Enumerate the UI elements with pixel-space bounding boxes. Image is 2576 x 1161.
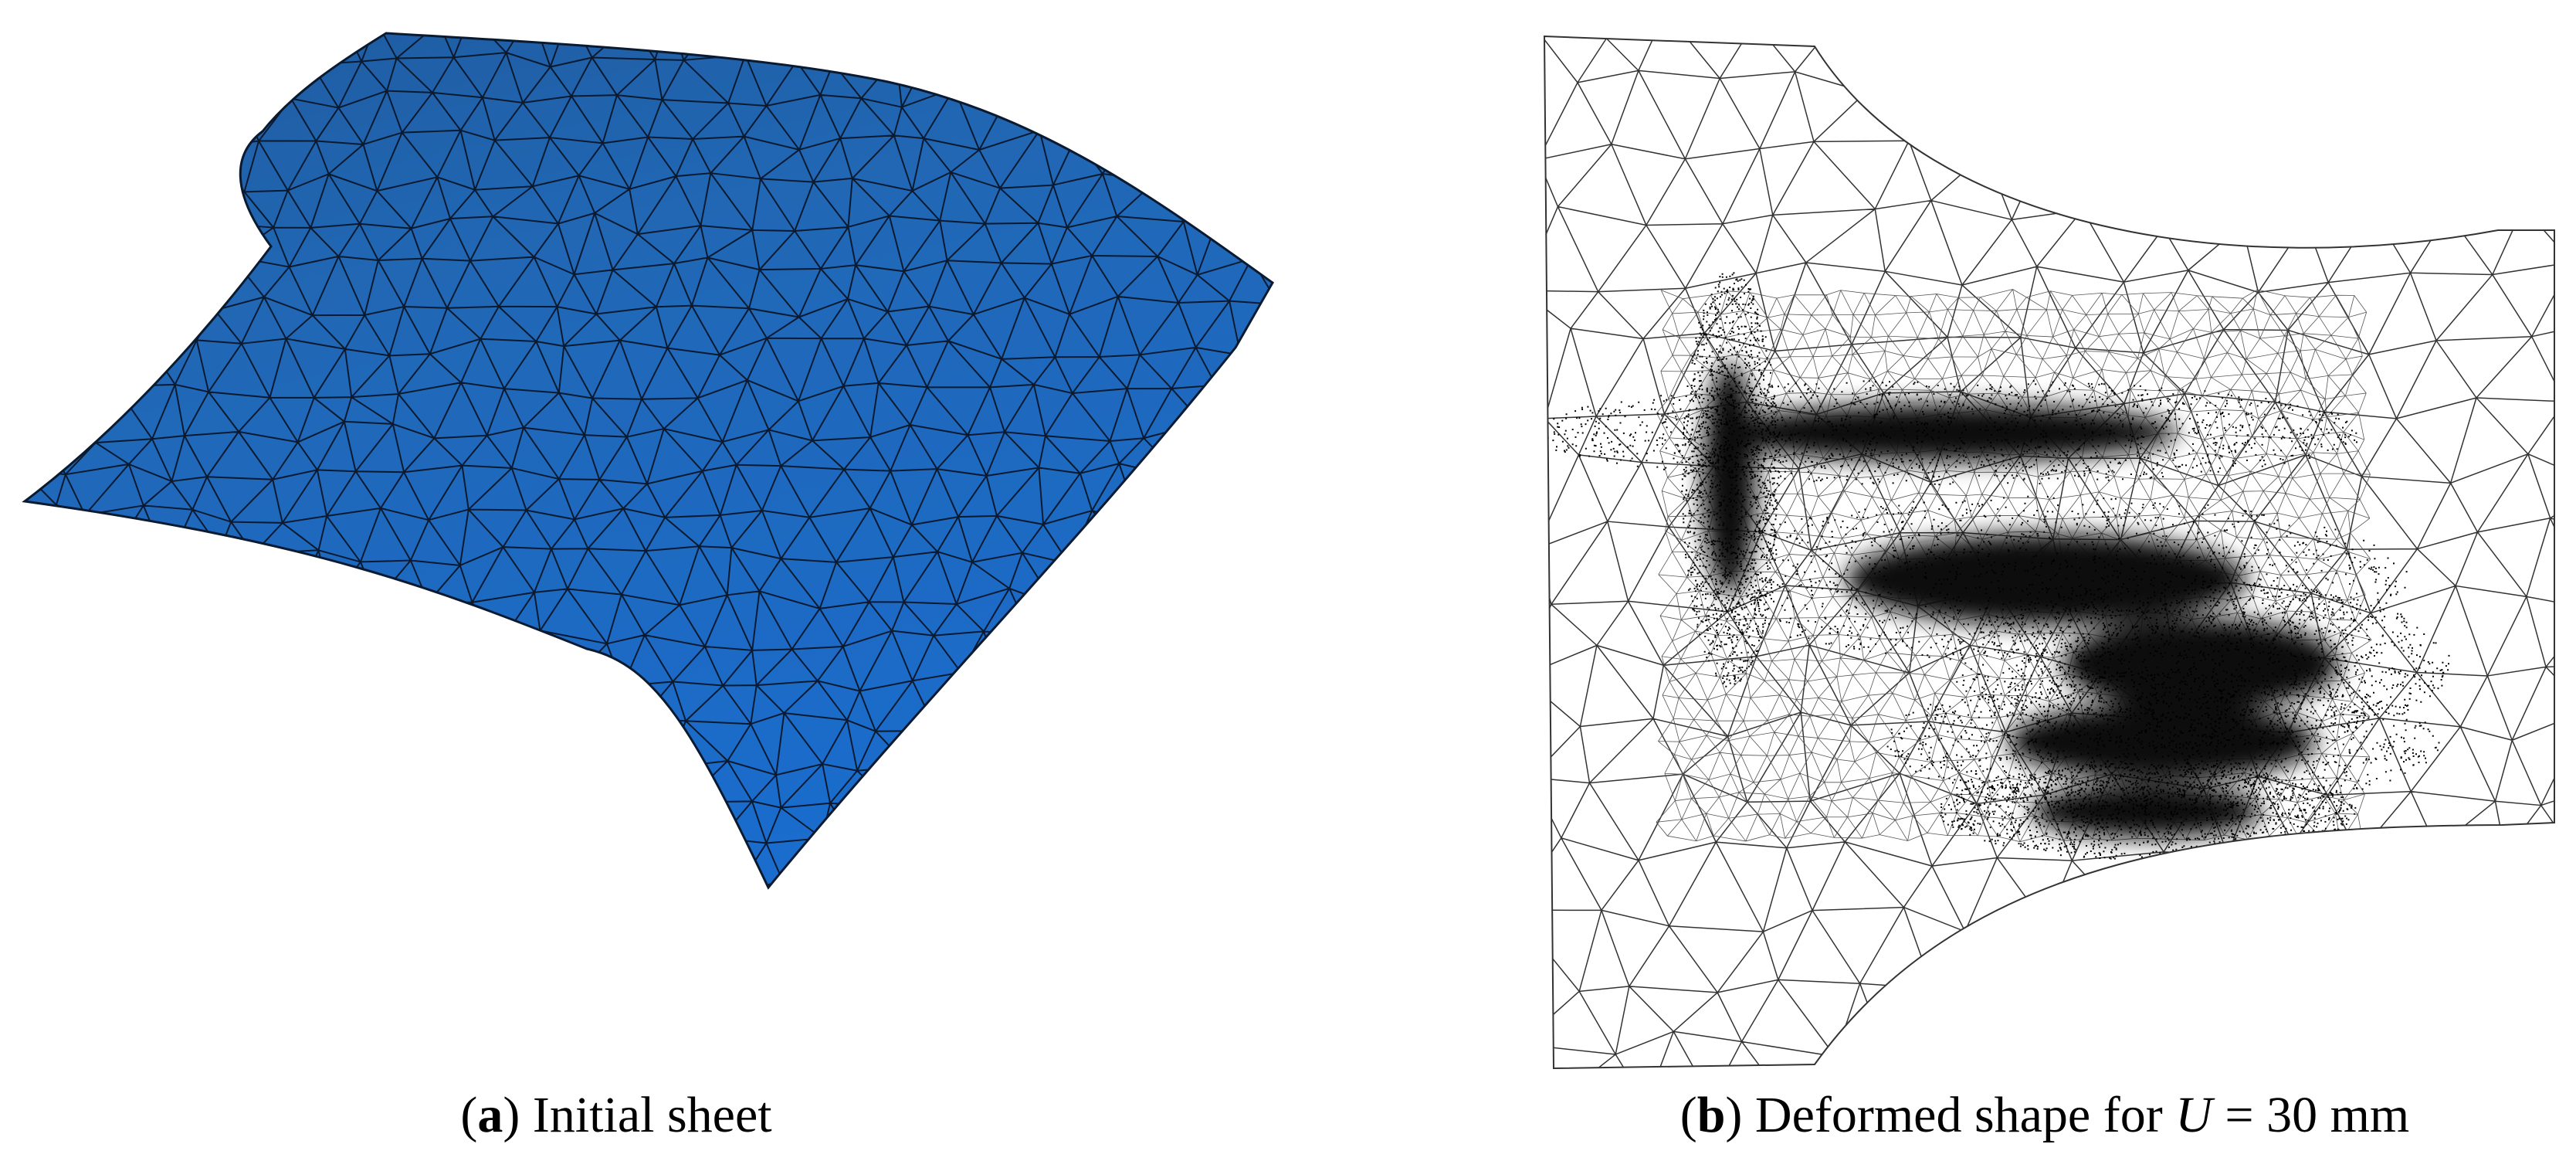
dense-region — [1846, 533, 2247, 626]
deformed — [1544, 36, 2554, 1068]
deformed-shape-mesh — [1543, 35, 2555, 1070]
caption-part: b — [1697, 1087, 1726, 1143]
sheet — [25, 33, 1273, 888]
caption-b: (b) Deformed shape for U = 30 mm — [1680, 1087, 2410, 1143]
caption-part: ( — [1680, 1087, 1697, 1143]
caption-part: ) Deformed shape for — [1725, 1087, 2175, 1143]
caption-part: = 30 mm — [2212, 1087, 2409, 1143]
sheet-fill — [25, 33, 1273, 888]
initial-sheet-mesh — [23, 32, 1274, 889]
dense-region — [2008, 703, 2317, 780]
dense-region — [1703, 363, 1757, 595]
dense-region — [2031, 784, 2262, 838]
caption-part: ( — [460, 1087, 477, 1143]
caption-part: ) Initial sheet — [503, 1087, 771, 1143]
deformed-outline — [1543, 35, 2555, 1070]
dense-region — [2062, 618, 2340, 711]
dense-zone — [1703, 363, 2340, 838]
caption-part: U — [2175, 1087, 2215, 1143]
caption-part: a — [477, 1087, 503, 1143]
dense-points — [1544, 272, 2450, 861]
caption-a: (a) Initial sheet — [460, 1087, 771, 1143]
